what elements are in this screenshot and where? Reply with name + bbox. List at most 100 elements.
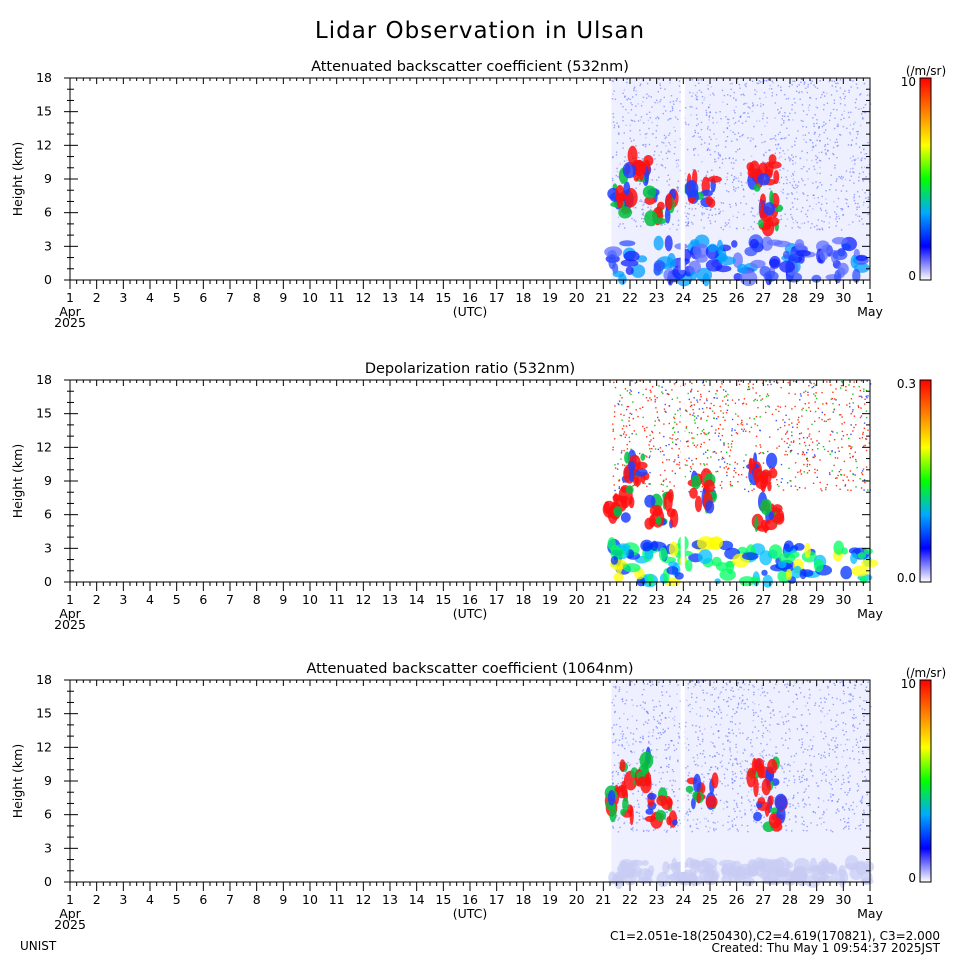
noise-speck: [786, 98, 787, 99]
noise-speck: [652, 122, 653, 123]
noise-speck: [678, 431, 679, 432]
noise-speck: [732, 716, 733, 717]
noise-speck: [638, 804, 639, 805]
noise-speck: [838, 799, 839, 800]
noise-speck: [849, 788, 850, 789]
noise-speck: [641, 794, 642, 795]
noise-speck: [629, 441, 630, 442]
noise-speck: [627, 719, 628, 720]
noise-speck: [642, 426, 643, 427]
noise-speck: [634, 684, 635, 685]
noise-speck: [624, 465, 625, 466]
noise-speck: [836, 432, 837, 433]
noise-speck: [652, 681, 653, 682]
noise-speck: [701, 122, 702, 123]
noise-speck: [841, 416, 842, 417]
noise-speck: [637, 416, 638, 417]
cloud-blob: [685, 180, 699, 198]
noise-speck: [719, 406, 720, 407]
noise-speck: [800, 471, 801, 472]
noise-speck: [846, 170, 847, 171]
noise-speck: [830, 184, 831, 185]
noise-speck: [663, 436, 664, 437]
noise-speck: [640, 737, 641, 738]
noise-speck: [836, 726, 837, 727]
noise-speck: [749, 417, 750, 418]
noise-speck: [787, 149, 788, 150]
noise-speck: [808, 435, 809, 436]
noise-speck: [820, 757, 821, 758]
noise-speck: [831, 728, 832, 729]
noise-speck: [657, 411, 658, 412]
noise-speck: [709, 439, 710, 440]
noise-speck: [814, 456, 815, 457]
noise-speck: [772, 755, 773, 756]
noise-speck: [841, 385, 842, 386]
noise-speck: [704, 728, 705, 729]
noise-speck: [830, 796, 831, 797]
noise-speck: [705, 208, 706, 209]
noise-speck: [658, 682, 659, 683]
noise-speck: [805, 789, 806, 790]
noise-speck: [727, 119, 728, 120]
noise-speck: [706, 175, 707, 176]
noise-speck: [730, 83, 731, 84]
noise-speck: [859, 94, 860, 95]
noise-speck: [714, 689, 715, 690]
noise-speck: [732, 826, 733, 827]
noise-speck: [661, 719, 662, 720]
noise-speck: [642, 209, 643, 210]
noise-speck: [794, 188, 795, 189]
noise-speck: [651, 399, 652, 400]
noise-speck: [762, 398, 763, 399]
noise-speck: [653, 155, 654, 156]
noise-speck: [736, 803, 737, 804]
noise-speck: [747, 795, 748, 796]
noise-speck: [720, 692, 721, 693]
noise-speck: [731, 162, 732, 163]
noise-speck: [656, 100, 657, 101]
noise-speck: [636, 409, 637, 410]
boundary-layer-blob: [763, 575, 773, 588]
noise-speck: [658, 449, 659, 450]
noise-speck: [795, 220, 796, 221]
noise-speck: [713, 94, 714, 95]
noise-speck: [639, 130, 640, 131]
cloud-blob: [766, 453, 777, 469]
noise-speck: [788, 748, 789, 749]
noise-speck: [726, 224, 727, 225]
noise-speck: [730, 759, 731, 760]
noise-speck: [797, 130, 798, 131]
noise-speck: [778, 134, 779, 135]
noise-speck: [843, 818, 844, 819]
noise-speck: [639, 85, 640, 86]
noise-speck: [712, 93, 713, 94]
noise-speck: [715, 161, 716, 162]
noise-speck: [808, 402, 809, 403]
noise-speck: [848, 480, 849, 481]
noise-speck: [726, 190, 727, 191]
noise-speck: [848, 826, 849, 827]
noise-speck: [775, 102, 776, 103]
noise-speck: [617, 171, 618, 172]
cloud-blob: [775, 818, 782, 826]
noise-speck: [730, 699, 731, 700]
noise-speck: [762, 735, 763, 736]
x-tick-label: 5: [173, 290, 181, 305]
noise-speck: [679, 811, 680, 812]
noise-speck: [741, 802, 742, 803]
noise-speck: [735, 203, 736, 204]
noise-speck: [697, 415, 698, 416]
noise-speck: [792, 81, 793, 82]
noise-speck: [666, 691, 667, 692]
noise-speck: [756, 416, 757, 417]
noise-speck: [639, 813, 640, 814]
noise-speck: [813, 393, 814, 394]
noise-speck: [636, 94, 637, 95]
noise-speck: [678, 181, 679, 182]
noise-speck: [836, 698, 837, 699]
noise-speck: [653, 732, 654, 733]
noise-speck: [776, 94, 777, 95]
noise-speck: [722, 457, 723, 458]
noise-speck: [694, 135, 695, 136]
